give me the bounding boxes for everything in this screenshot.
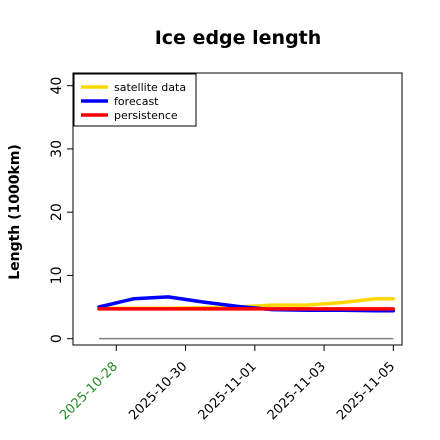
x-tick-label: 2025-11-05: [334, 359, 398, 423]
x-tick-label: 2025-11-01: [196, 359, 260, 423]
series-layer: [97, 295, 396, 313]
y-axis-label: Length (1000km): [7, 144, 23, 280]
plot-frame: [72, 72, 403, 346]
y-tick-label: 10: [49, 267, 65, 285]
chart-title: Ice edge length: [155, 27, 322, 49]
x-tick-label: 2025-10-30: [126, 359, 190, 423]
y-axis: 0 10 20 30 40: [49, 77, 73, 343]
legend-label-satellite-data: satellite data: [114, 81, 186, 94]
y-tick-label: 40: [49, 77, 65, 95]
x-tick-label: 2025-10-28: [57, 359, 121, 423]
y-tick-label: 0: [49, 334, 65, 343]
y-tick-label: 20: [49, 203, 65, 221]
legend-label-persistence: persistence: [114, 109, 178, 122]
legend-label-forecast: forecast: [114, 95, 159, 108]
x-axis: 2025-10-28 2025-10-30 2025-11-01 2025-11-03…: [57, 345, 398, 423]
x-tick-label: 2025-11-03: [265, 359, 329, 423]
y-tick-label: 30: [49, 140, 65, 158]
